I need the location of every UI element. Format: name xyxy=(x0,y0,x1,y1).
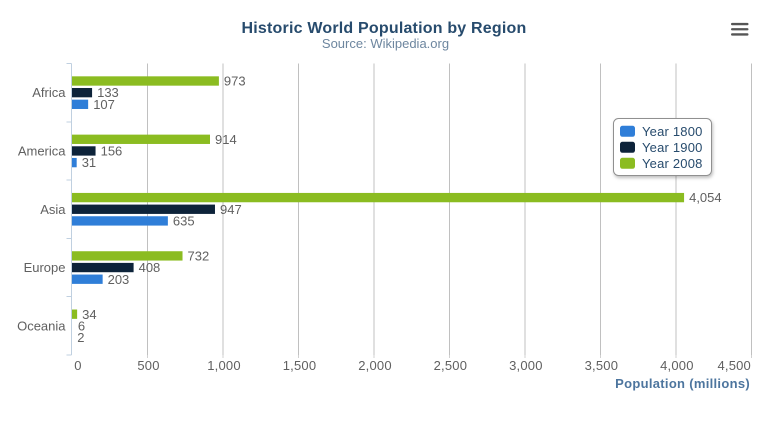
svg-text:Year 1800: Year 1800 xyxy=(642,124,703,139)
svg-text:America: America xyxy=(18,144,66,159)
svg-text:6: 6 xyxy=(78,319,85,334)
svg-text:203: 203 xyxy=(108,272,130,287)
svg-text:732: 732 xyxy=(188,249,210,264)
svg-text:914: 914 xyxy=(215,132,237,147)
svg-text:Historic World Population by R: Historic World Population by Region xyxy=(242,20,527,37)
svg-text:500: 500 xyxy=(137,358,159,373)
svg-text:2,000: 2,000 xyxy=(358,358,392,373)
svg-text:1,500: 1,500 xyxy=(283,358,317,373)
svg-text:1,000: 1,000 xyxy=(207,358,241,373)
svg-text:Africa: Africa xyxy=(32,85,66,100)
svg-text:Oceania: Oceania xyxy=(17,318,66,333)
svg-text:34: 34 xyxy=(82,307,96,322)
svg-text:156: 156 xyxy=(101,144,123,159)
svg-text:2,500: 2,500 xyxy=(434,358,468,373)
svg-text:408: 408 xyxy=(139,260,161,275)
svg-text:3,500: 3,500 xyxy=(585,358,619,373)
svg-text:Europe: Europe xyxy=(24,260,66,275)
svg-text:635: 635 xyxy=(173,214,195,229)
svg-text:973: 973 xyxy=(224,74,246,89)
svg-text:947: 947 xyxy=(220,202,242,217)
svg-text:Population (millions): Population (millions) xyxy=(615,376,750,391)
svg-text:0: 0 xyxy=(74,358,81,373)
svg-text:4,054: 4,054 xyxy=(689,190,722,205)
svg-text:133: 133 xyxy=(97,85,119,100)
svg-text:Source: Wikipedia.org: Source: Wikipedia.org xyxy=(322,36,449,51)
svg-text:Asia: Asia xyxy=(40,202,66,217)
svg-text:Year 1900: Year 1900 xyxy=(642,140,703,155)
svg-text:2: 2 xyxy=(77,330,84,345)
svg-text:4,000: 4,000 xyxy=(660,358,694,373)
svg-text:4,500: 4,500 xyxy=(717,358,751,373)
svg-text:107: 107 xyxy=(93,97,115,112)
svg-text:Year 2008: Year 2008 xyxy=(642,156,703,171)
svg-text:31: 31 xyxy=(82,155,96,170)
svg-text:3,000: 3,000 xyxy=(509,358,543,373)
